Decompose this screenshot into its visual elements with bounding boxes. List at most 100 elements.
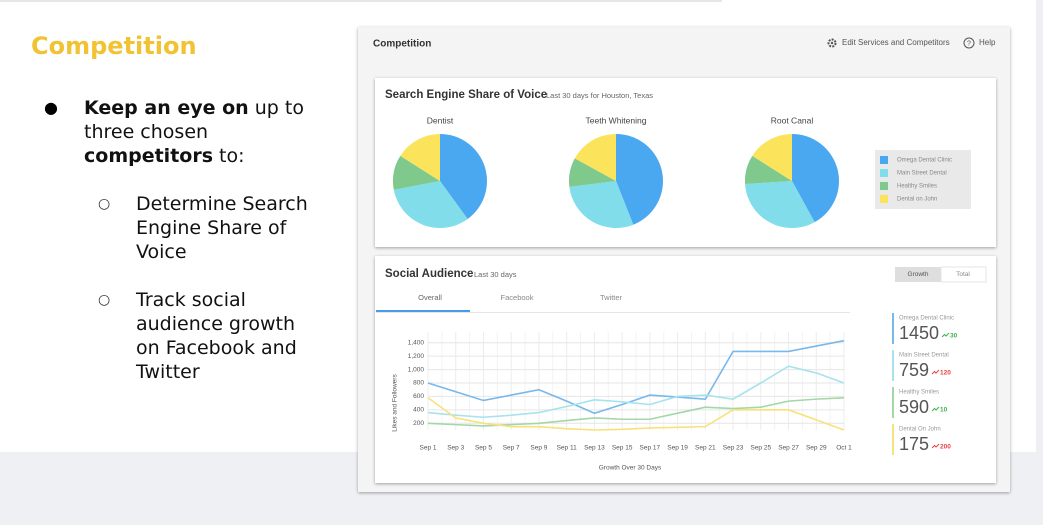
y-tick-label: 200: [413, 420, 424, 427]
pie-slice: [569, 181, 634, 228]
y-tick-label: 400: [413, 407, 424, 414]
trend-icon: [931, 406, 940, 412]
x-axis-label: Growth Over 30 Days: [599, 465, 662, 472]
stat-change: 10: [940, 407, 948, 414]
legend-swatch: [880, 156, 888, 164]
x-tick-label: Sep 25: [750, 445, 771, 452]
pie-title: Root Canal: [771, 115, 814, 125]
bullet-run: Keep an eye on: [84, 97, 249, 119]
x-tick-label: Sep 9: [530, 445, 547, 452]
stat-value: 1450: [899, 323, 939, 343]
top-rule: [0, 0, 722, 2]
pie-slice: [574, 134, 616, 181]
stat-name: Omega Dental Clinic: [899, 316, 954, 322]
y-tick-label: 1,000: [408, 366, 425, 373]
toggle-inactive[interactable]: [940, 266, 987, 283]
pie-slice: [745, 155, 792, 184]
dashboard-header: Competition: [373, 39, 431, 50]
x-tick-label: Sep 7: [503, 445, 520, 452]
trend-icon: [931, 369, 940, 375]
stat-value: 759: [899, 360, 929, 380]
line-series: [427, 397, 845, 431]
stat-bar: [892, 424, 894, 455]
sub-bullet: Determine Search Engine Share of Voice: [136, 193, 308, 263]
pie-slice: [745, 181, 815, 228]
stat-name: Healthy Smiles: [899, 390, 939, 396]
pie-title: Teeth Whitening: [586, 115, 647, 125]
stat-bar: [892, 387, 894, 418]
slide-title: Competition: [31, 32, 197, 60]
line-series: [427, 365, 845, 419]
tab[interactable]: Overall: [418, 293, 442, 302]
pie-slice: [400, 134, 440, 181]
bullet-dot: ●: [44, 98, 58, 117]
pie-title: Dentist: [427, 115, 454, 125]
help-icon-mark: ?: [967, 40, 971, 47]
y-tick-label: 1,400: [408, 339, 425, 346]
y-tick-label: 800: [413, 380, 424, 387]
toggle-label[interactable]: Growth: [908, 271, 929, 278]
y-tick-label: 600: [413, 393, 424, 400]
sub-bullet-ring: ○: [98, 292, 111, 308]
sub-bullet: Track social audience growth on Facebook…: [136, 289, 297, 383]
pie-slice: [440, 134, 488, 220]
trend-icon: [941, 332, 950, 338]
stat-value: 590: [899, 397, 929, 417]
help-link[interactable]: Help: [979, 38, 996, 47]
x-tick-label: Sep 1: [420, 445, 437, 452]
x-tick-label: Sep 19: [667, 445, 688, 452]
stat-change: 30: [950, 333, 958, 340]
x-tick-label: Oct 1: [836, 445, 852, 452]
help-icon: [963, 37, 975, 49]
tab-underline: [376, 310, 470, 312]
stat-change: 120: [940, 370, 951, 377]
edit-link[interactable]: Edit Services and Competitors: [842, 38, 950, 47]
x-tick-label: Sep 3: [447, 445, 464, 452]
legend-swatch: [880, 182, 888, 190]
x-tick-label: Sep 13: [584, 445, 605, 452]
toggle-label[interactable]: Total: [956, 271, 970, 278]
x-tick-label: Sep 15: [612, 445, 633, 452]
legend-swatch: [880, 169, 888, 177]
chart-subtitle: Last 30 days: [474, 270, 517, 279]
tab[interactable]: Twitter: [600, 293, 623, 302]
bullet-run: up to three chosen: [84, 97, 311, 143]
tab[interactable]: Facebook: [501, 293, 534, 302]
x-tick-label: Sep 29: [806, 445, 827, 452]
bullet-run: competitors: [84, 145, 214, 167]
pie-slice: [752, 134, 792, 181]
pie-slice: [569, 158, 616, 187]
gear-icon: [827, 38, 837, 48]
pie-slice: [393, 181, 468, 229]
stat-value: 175: [899, 434, 929, 454]
stat-change: 200: [940, 444, 951, 451]
pie-slice: [392, 155, 440, 190]
bullet-run: to:: [213, 145, 245, 167]
legend-label: Main Street Dental: [897, 171, 947, 177]
y-axis-label: Likes and Followers: [392, 374, 399, 432]
trend-icon: [931, 443, 940, 449]
stat-name: Main Street Dental: [899, 353, 949, 359]
sub-bullet-ring: ○: [98, 196, 111, 212]
stat-name: Dental On John: [899, 427, 941, 433]
legend-label: Dental on John: [897, 197, 937, 203]
stat-bar: [892, 313, 894, 344]
x-tick-label: Sep 21: [695, 445, 716, 452]
y-tick-label: 1,200: [408, 353, 425, 360]
chart-title: Social Audience: [385, 268, 473, 280]
toggle-active[interactable]: [895, 267, 941, 282]
stat-bar: [892, 350, 894, 381]
share-subtitle: Last 30 days for Houston, Texas: [546, 91, 653, 100]
legend-label: Healthy Smiles: [897, 184, 937, 190]
bullet: Keep an eye on up to three chosen compet…: [84, 96, 306, 168]
pie-slice: [616, 134, 663, 225]
legend-swatch: [880, 195, 888, 203]
x-tick-label: Sep 17: [640, 445, 661, 452]
x-tick-label: Sep 5: [475, 445, 492, 452]
x-tick-label: Sep 27: [778, 445, 799, 452]
legend-label: Omega Dental Clinic: [897, 158, 952, 164]
x-tick-label: Sep 11: [557, 445, 578, 452]
pie-legend: [875, 150, 971, 209]
